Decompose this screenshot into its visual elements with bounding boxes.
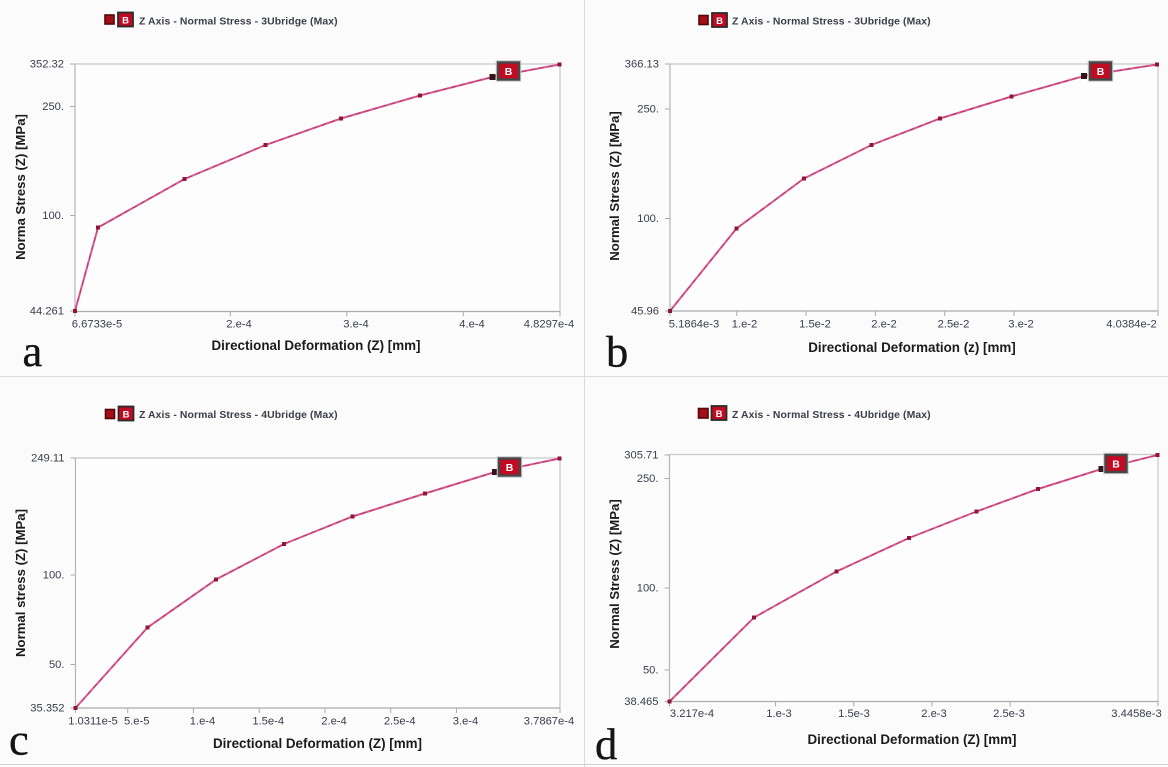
svg-text:2.e-2: 2.e-2 xyxy=(871,319,897,331)
svg-text:Directional Deformation (Z) [m: Directional Deformation (Z) [mm] xyxy=(213,736,422,751)
svg-text:250.: 250. xyxy=(637,473,659,485)
svg-text:B: B xyxy=(1112,459,1120,471)
svg-text:100.: 100. xyxy=(42,210,64,222)
svg-text:Directional Deformation (Z) [m: Directional Deformation (Z) [mm] xyxy=(211,338,420,353)
svg-text:b: b xyxy=(606,327,628,377)
svg-text:B: B xyxy=(123,410,130,421)
svg-text:1.0311e-5: 1.0311e-5 xyxy=(68,716,118,728)
svg-text:1.e-3: 1.e-3 xyxy=(766,708,792,720)
svg-text:250.: 250. xyxy=(637,104,659,116)
svg-text:250.: 250. xyxy=(42,101,64,113)
svg-text:5.e-5: 5.e-5 xyxy=(124,716,150,728)
svg-text:B: B xyxy=(1097,66,1105,78)
svg-text:2.5e-2: 2.5e-2 xyxy=(938,319,970,331)
svg-text:B: B xyxy=(505,66,513,78)
svg-text:Directional Deformation (z) [m: Directional Deformation (z) [mm] xyxy=(808,340,1016,355)
svg-text:3.e-4: 3.e-4 xyxy=(343,319,369,331)
svg-text:5.1864e-3: 5.1864e-3 xyxy=(669,319,719,331)
svg-text:Directional Deformation (Z) [m: Directional Deformation (Z) [mm] xyxy=(807,732,1016,747)
svg-text:3.e-4: 3.e-4 xyxy=(453,716,479,728)
svg-text:Normal Stress (Z) [MPa]: Normal Stress (Z) [MPa] xyxy=(607,499,622,649)
svg-text:a: a xyxy=(23,326,43,376)
svg-text:3.7867e-4: 3.7867e-4 xyxy=(524,716,574,728)
svg-text:1.e-4: 1.e-4 xyxy=(190,716,216,728)
svg-text:2.e-3: 2.e-3 xyxy=(921,708,947,720)
svg-text:B: B xyxy=(716,16,723,27)
svg-text:50.: 50. xyxy=(643,665,659,677)
svg-text:c: c xyxy=(9,715,29,765)
svg-text:B: B xyxy=(716,409,723,420)
svg-text:44.261: 44.261 xyxy=(30,306,64,318)
svg-text:d: d xyxy=(595,719,617,767)
svg-text:1.5e-2: 1.5e-2 xyxy=(799,319,831,331)
svg-text:2.e-4: 2.e-4 xyxy=(226,319,252,331)
svg-text:50.: 50. xyxy=(49,659,65,671)
svg-text:Z Axis - Normal Stress - 4Ubri: Z Axis - Normal Stress - 4Ubridge (Max) xyxy=(139,410,338,421)
svg-text:Norma Stress (Z) [MPa]: Norma Stress (Z) [MPa] xyxy=(13,114,28,260)
svg-text:2.e-4: 2.e-4 xyxy=(321,716,347,728)
svg-text:B: B xyxy=(122,16,129,27)
svg-text:35.352: 35.352 xyxy=(30,703,64,715)
svg-text:Normal Stress (Z) [MPa]: Normal Stress (Z) [MPa] xyxy=(607,111,622,261)
svg-text:6.6733e-5: 6.6733e-5 xyxy=(72,319,122,331)
svg-text:Z Axis - Normal Stress - 4Ubri: Z Axis - Normal Stress - 4Ubridge (Max) xyxy=(732,410,931,421)
svg-text:Z Axis - Normal Stress - 3Ubri: Z Axis - Normal Stress - 3Ubridge (Max) xyxy=(139,16,338,27)
svg-text:100.: 100. xyxy=(637,583,659,595)
svg-text:45.96: 45.96 xyxy=(631,306,659,318)
svg-text:4.8297e-4: 4.8297e-4 xyxy=(524,319,574,331)
svg-text:249.11: 249.11 xyxy=(31,453,64,465)
svg-text:1.5e-4: 1.5e-4 xyxy=(252,716,284,728)
svg-text:4.e-4: 4.e-4 xyxy=(459,319,485,331)
svg-text:2.5e-4: 2.5e-4 xyxy=(384,716,416,728)
svg-text:1.e-2: 1.e-2 xyxy=(732,319,758,331)
svg-text:100.: 100. xyxy=(637,213,659,225)
svg-text:366.13: 366.13 xyxy=(625,59,659,71)
svg-text:3.e-2: 3.e-2 xyxy=(1008,319,1034,331)
svg-text:305.71: 305.71 xyxy=(624,450,658,462)
svg-text:352.32: 352.32 xyxy=(30,59,64,71)
svg-text:100.: 100. xyxy=(43,570,65,582)
svg-text:Z Axis - Normal Stress - 3Ubri: Z Axis - Normal Stress - 3Ubridge (Max) xyxy=(732,16,931,27)
svg-text:2.5e-3: 2.5e-3 xyxy=(993,708,1025,720)
svg-text:B: B xyxy=(506,462,514,474)
svg-text:38.465: 38.465 xyxy=(624,696,658,708)
svg-text:1.5e-3: 1.5e-3 xyxy=(838,708,870,720)
svg-text:3.217e-4: 3.217e-4 xyxy=(670,708,714,720)
svg-text:4.0384e-2: 4.0384e-2 xyxy=(1106,319,1156,331)
svg-text:3.4458e-3: 3.4458e-3 xyxy=(1111,708,1161,720)
svg-text:Normal stress (Z) [MPa]: Normal stress (Z) [MPa] xyxy=(13,509,28,657)
